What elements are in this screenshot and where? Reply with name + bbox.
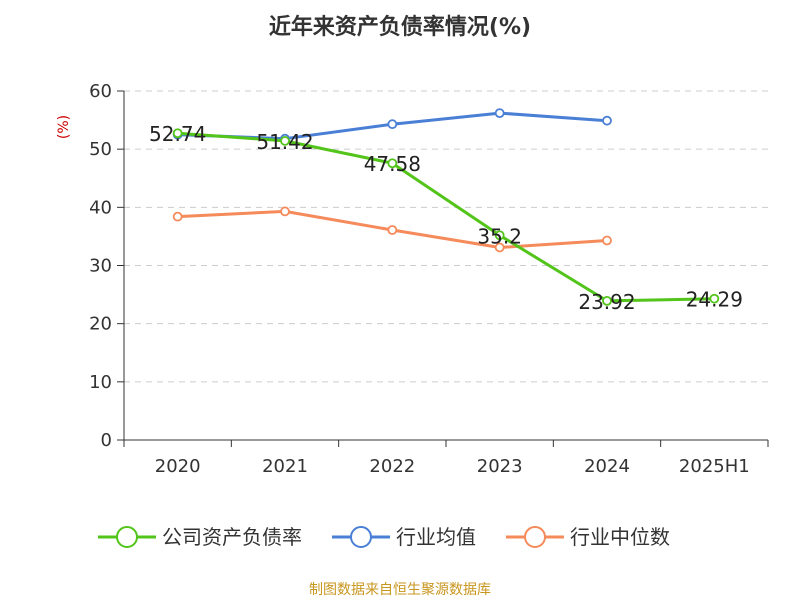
series-layer — [172, 108, 720, 306]
data-label: 51.42 — [256, 130, 313, 154]
x-tick-label: 2021 — [262, 456, 308, 477]
axes: 0 10 20 30 40 50 60 2020 2021 2022 2023 2024 2025H1 — [89, 81, 769, 477]
y-tick-label: 40 — [89, 197, 112, 218]
data-point — [494, 108, 505, 119]
data-labels: 52.74 51.42 47.58 35.2 23.92 24.29 — [149, 122, 743, 314]
data-point — [602, 235, 612, 246]
y-tick-label: 30 — [89, 256, 112, 277]
data-label: 24.29 — [686, 288, 743, 312]
data-point — [494, 242, 505, 253]
data-point — [602, 115, 612, 126]
chart-title: 近年来资产负债率情况(%) — [269, 14, 531, 40]
data-label: 47.58 — [364, 152, 421, 176]
y-tick-label: 10 — [89, 372, 112, 393]
y-tick-label: 0 — [101, 430, 112, 451]
legend-item-0[interactable]: 公司资产负债率 — [98, 525, 302, 549]
data-point — [172, 211, 183, 222]
data-point — [709, 293, 720, 304]
data-label: 23.92 — [578, 290, 635, 314]
x-tick-label: 2020 — [155, 456, 201, 477]
legend-label: 行业中位数 — [570, 525, 670, 549]
data-point — [280, 136, 290, 146]
data-point — [387, 158, 398, 169]
gridlines — [124, 90, 768, 383]
legend-label: 行业均值 — [396, 525, 476, 549]
legend-label: 公司资产负债率 — [162, 525, 302, 549]
series-2 — [172, 206, 612, 253]
series-0 — [172, 128, 720, 306]
y-tick-label: 50 — [89, 139, 112, 160]
y-tick-label: 20 — [89, 314, 112, 335]
series-line — [177, 131, 715, 303]
legend-item-2[interactable]: 行业中位数 — [506, 525, 670, 549]
data-point — [494, 230, 505, 241]
legend-swatch-marker — [524, 526, 546, 548]
legend-swatch-marker — [116, 526, 138, 548]
data-point — [280, 206, 290, 217]
data-point — [602, 295, 612, 306]
y-tick-label: 60 — [89, 81, 112, 102]
x-tick-label: 2024 — [584, 456, 630, 477]
source-note: 制图数据来自恒生聚源数据库 — [309, 582, 491, 598]
data-label: 52.74 — [149, 122, 206, 146]
data-point — [387, 119, 398, 130]
x-tick-label: 2023 — [477, 456, 523, 477]
x-tick-label: 2022 — [369, 456, 415, 477]
legend[interactable]: 公司资产负债率 行业均值 行业中位数 — [98, 525, 670, 549]
legend-item-1[interactable]: 行业均值 — [332, 525, 476, 549]
y-axis-label: (%) — [56, 115, 72, 139]
data-label: 35.2 — [477, 224, 522, 248]
legend-swatch-marker — [350, 526, 372, 548]
data-point — [387, 225, 398, 235]
x-tick-label: 2025H1 — [679, 456, 750, 477]
data-point — [172, 128, 183, 139]
